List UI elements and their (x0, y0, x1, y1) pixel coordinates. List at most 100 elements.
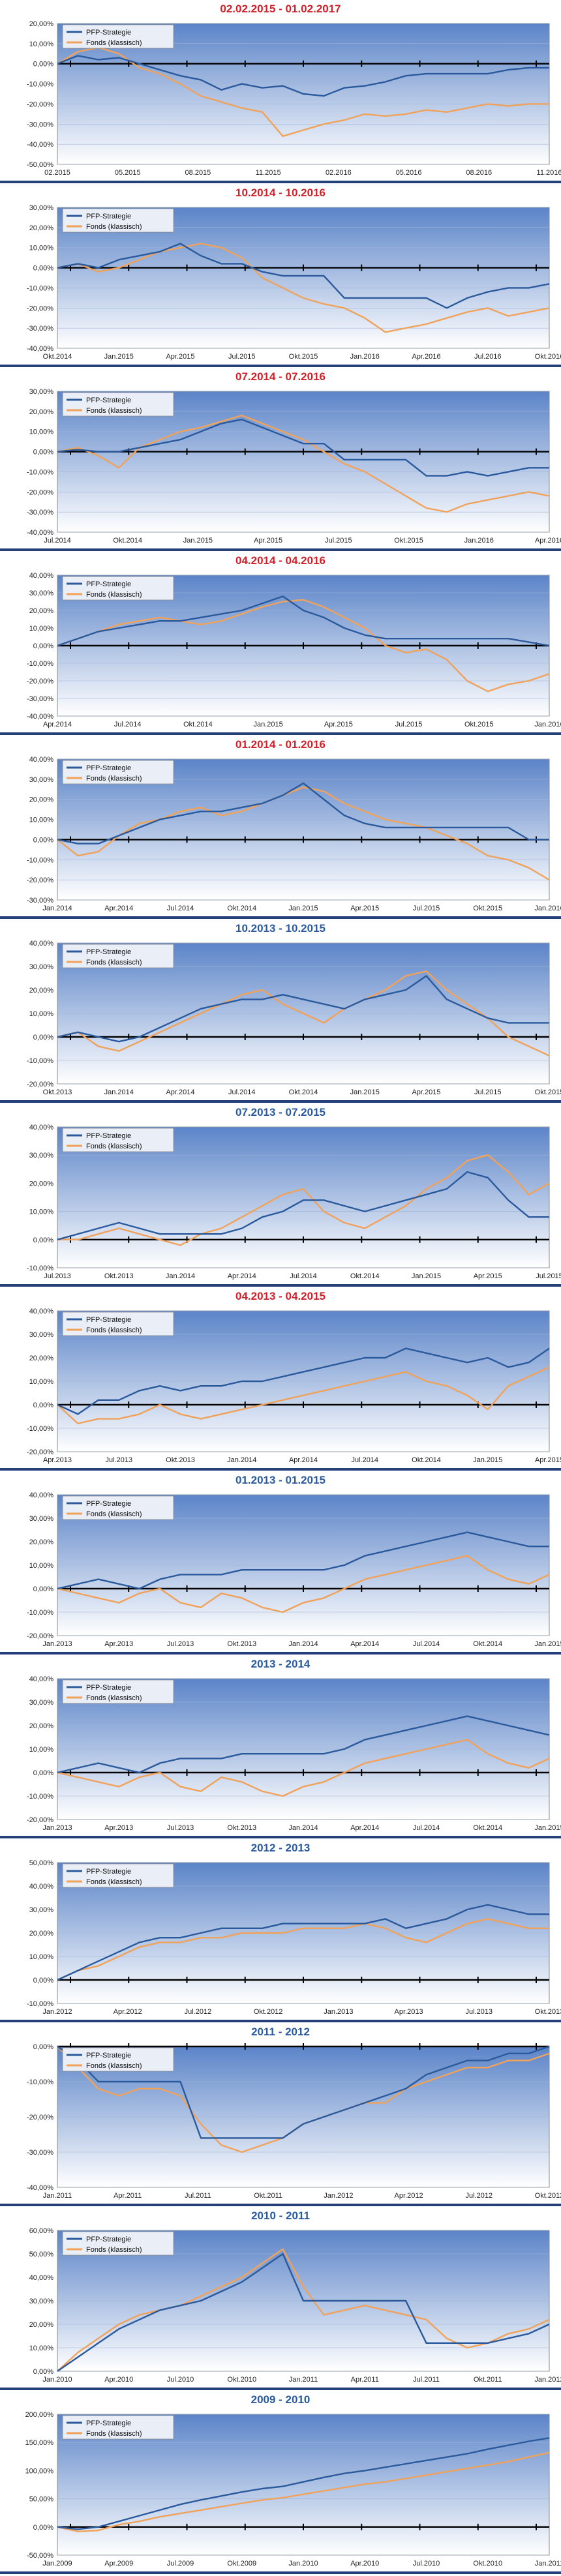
y-tick-label: 10,00% (29, 1746, 54, 1754)
y-tick-label: 0,00% (33, 836, 53, 844)
x-tick-label: Jan.2015 (183, 537, 213, 545)
x-tick-label: Apr.2009 (104, 2560, 133, 2568)
y-tick-label: 0,00% (33, 1236, 53, 1244)
series-line-pfp (57, 782, 549, 845)
y-tick-label: -40,00% (27, 713, 53, 721)
chart-title: 2012 - 2013 (250, 1842, 311, 1854)
legend-label: PFP-Strategie (86, 948, 131, 956)
y-tick-label: 20,00% (29, 1538, 54, 1546)
chart-panel: 2011 - 2012 0,00% -10,00% -20,00% -30,00% -40… (0, 2023, 561, 2207)
x-tick-label: Okt.2015 (394, 537, 423, 545)
panel-divider (0, 916, 561, 919)
chart-panel: 2009 - 2010 200,00% 150,00% 100,00% 50,00% 0,… (0, 2391, 561, 2575)
chart-svg: 40,00% 30,00% 20,00% 10,00% 0,00% -10,00% -20,… (27, 1675, 561, 1832)
y-tick-label: 0,00% (33, 2043, 53, 2051)
chart-panel: 07.2013 - 07.2015 40,00% 30,00% 20,00% 10,00… (0, 1103, 561, 1287)
legend-label: PFP-Strategie (86, 397, 131, 404)
x-tick-label: Apr.2013 (104, 1824, 133, 1832)
x-tick-label: Jul.2009 (167, 2560, 194, 2568)
legend-label: Fonds (klassisch) (86, 2430, 142, 2438)
x-tick-label: Okt.2013 (227, 1824, 256, 1832)
x-tick-label: Jul.2015 (474, 1088, 502, 1096)
x-tick-label: Apr.2014 (289, 1456, 318, 1464)
y-tick-label: 40,00% (29, 2274, 54, 2282)
x-tick-label: Jul.2015 (325, 537, 352, 545)
x-tick-label: Okt.2014 (43, 353, 72, 361)
legend-label: Fonds (klassisch) (86, 775, 142, 783)
legend-label: PFP-Strategie (86, 2236, 131, 2243)
x-tick-label: Jan.2011 (43, 2192, 72, 2200)
x-tick-label: Okt.2011 (254, 2192, 282, 2200)
x-tick-label: Okt.2013 (166, 1456, 195, 1464)
legend-label: Fonds (klassisch) (86, 2062, 142, 2070)
x-tick-label: Jul.2014 (228, 1088, 256, 1096)
y-tick-label: -30,00% (27, 695, 53, 703)
series-line-pfp (57, 595, 550, 647)
legend-label: Fonds (klassisch) (86, 591, 142, 599)
y-tick-label: 0,00% (33, 1034, 53, 1041)
legend-box (62, 1495, 174, 1520)
y-tick-label: 30,00% (29, 2298, 54, 2305)
legend-label: Fonds (klassisch) (86, 1326, 142, 1334)
chart-svg: 40,00% 30,00% 20,00% 10,00% 0,00% -10,00% -20,… (27, 1491, 561, 1648)
y-tick-label: -20,00% (27, 100, 53, 108)
x-tick-label: Jan.2015 (534, 1640, 561, 1648)
y-tick-label: 10,00% (29, 816, 54, 824)
y-tick-label: 0,00% (33, 1977, 53, 1984)
series-line-fonds (57, 46, 549, 138)
panel-divider (0, 2388, 561, 2390)
series-line-pfp (57, 2437, 550, 2530)
panel-divider (0, 181, 561, 183)
legend-label: Fonds (klassisch) (86, 1694, 142, 1702)
y-tick-label: 20,00% (29, 796, 54, 804)
x-tick-label: Okt.2014 (183, 721, 213, 728)
series-line-pfp (57, 2045, 550, 2139)
chart-panel: 2010 - 2011 60,00% 50,00% 40,00% 30,00% 20,00… (0, 2207, 561, 2391)
y-tick-label: 0,00% (33, 2368, 53, 2376)
x-tick-label: Jul.2015 (536, 1272, 561, 1280)
chart-panel: 04.2014 - 04.2016 40,00% 30,00% 20,00% 10,00… (0, 552, 561, 736)
x-tick-label: Apr.2013 (43, 1456, 72, 1464)
x-tick-label: Jan.2010 (42, 2376, 72, 2384)
x-tick-label: Okt.2014 (473, 1824, 502, 1832)
panel-divider (0, 2204, 561, 2206)
x-tick-label: Jul.2012 (465, 2192, 493, 2200)
x-tick-label: Jan.2015 (104, 353, 134, 361)
series-line-pfp (57, 243, 550, 309)
y-tick-label: 10,00% (29, 625, 54, 633)
y-tick-label: 0,00% (33, 642, 53, 650)
panel-divider (0, 1468, 561, 1471)
series-line-pfp (57, 1715, 550, 1774)
y-tick-label: -10,00% (27, 1057, 53, 1065)
x-tick-label: Okt.2013 (227, 1640, 256, 1648)
chart-title: 2010 - 2011 (251, 2209, 310, 2222)
legend-label: PFP-Strategie (86, 1684, 131, 1692)
chart-panel: 10.2013 - 10.2015 40,00% 30,00% 20,00% 10,00… (0, 920, 561, 1103)
y-tick-label: -20,00% (27, 1816, 53, 1824)
panel-divider (0, 1652, 561, 1655)
x-tick-label: Jan.2014 (227, 1456, 256, 1464)
x-tick-label: Jul.2014 (114, 721, 142, 728)
series-line-pfp (57, 1904, 549, 1981)
y-tick-label: 30,00% (29, 1152, 54, 1160)
x-tick-label: Jan.2015 (412, 1272, 441, 1280)
x-tick-label: Jul.2014 (351, 1456, 378, 1464)
x-tick-label: Jul.2013 (105, 1456, 132, 1464)
panel-divider (0, 1836, 561, 1838)
x-tick-label: Apr.2015 (535, 1456, 561, 1464)
series-line-fonds (57, 970, 550, 1056)
legend-label: Fonds (klassisch) (86, 2246, 142, 2254)
y-tick-label: -20,00% (27, 2114, 53, 2121)
legend-label: PFP-Strategie (86, 29, 131, 37)
y-tick-label: -10,00% (27, 856, 53, 864)
x-tick-label: Apr.2012 (114, 2008, 142, 2016)
y-tick-label: -20,00% (27, 678, 53, 685)
x-tick-label: 02.2016 (326, 169, 352, 177)
x-tick-label: Okt.2012 (535, 2192, 561, 2200)
y-tick-label: 40,00% (29, 1883, 54, 1891)
x-tick-label: Jan.2015 (288, 905, 318, 912)
chart-title: 07.2013 - 07.2015 (235, 1106, 326, 1118)
chart-svg: 40,00% 30,00% 20,00% 10,00% 0,00% -10,00% -20,… (27, 572, 561, 728)
y-tick-label: 20,00% (29, 1355, 54, 1362)
series-line-pfp (57, 1347, 550, 1415)
